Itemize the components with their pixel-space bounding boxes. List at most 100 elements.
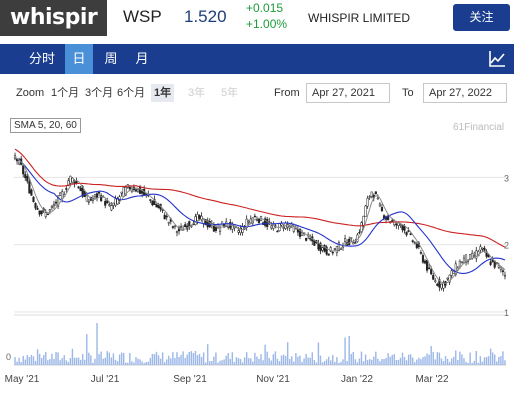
zoom-1m-button[interactable]: 1个月 bbox=[51, 87, 80, 99]
volume-bar bbox=[133, 362, 135, 365]
volume-bar bbox=[303, 358, 305, 365]
x-tick-label: Mar '22 bbox=[415, 374, 448, 385]
candle-body bbox=[337, 242, 340, 251]
tab-monthly[interactable]: 月 bbox=[135, 51, 149, 66]
volume-bar bbox=[20, 362, 22, 365]
candle-body bbox=[46, 213, 49, 216]
volume-bar bbox=[104, 357, 106, 365]
candle-body bbox=[317, 243, 320, 250]
candle-body bbox=[155, 204, 158, 208]
candle-body bbox=[446, 277, 449, 280]
candlestick-chart[interactable]: 1 2 3 0 May '21 Jul '21 Sep '21 Nov '21 Jan '22 M… bbox=[0, 112, 514, 402]
candle-body bbox=[36, 208, 39, 210]
tab-weekly[interactable]: 周 bbox=[104, 51, 118, 66]
candle-body bbox=[57, 195, 60, 207]
volume-bar bbox=[256, 356, 258, 365]
volume-bar bbox=[391, 354, 393, 365]
zoom-6m-button[interactable]: 6个月 bbox=[117, 87, 146, 99]
zoom-toolbar: Zoom 1个月 3个月 6个月 1年 3年 5年 From Apr 27, 2… bbox=[0, 82, 514, 104]
volume-bar bbox=[444, 356, 447, 365]
tab-intraday[interactable]: 分时 bbox=[28, 51, 55, 66]
candle-body bbox=[405, 231, 408, 236]
volume-bar bbox=[409, 354, 412, 365]
volume-bar bbox=[24, 359, 26, 365]
volume-bar bbox=[442, 360, 445, 365]
candle-body bbox=[48, 209, 51, 212]
volume-bar bbox=[229, 358, 231, 365]
zoom-1y-button[interactable]: 1年 bbox=[151, 84, 175, 102]
candle-body bbox=[122, 187, 125, 197]
candle-body bbox=[188, 221, 191, 227]
volume-bar bbox=[204, 362, 207, 365]
from-date-input[interactable]: Apr 27, 2021 bbox=[306, 83, 390, 103]
follow-button[interactable]: 关注 bbox=[453, 4, 510, 31]
volume-bar bbox=[248, 358, 250, 365]
candle-body bbox=[194, 216, 197, 225]
volume-bar bbox=[252, 361, 254, 365]
volume-bar bbox=[110, 357, 113, 365]
sma20-line bbox=[14, 156, 506, 274]
volume-bar bbox=[350, 353, 352, 365]
volume-bar bbox=[422, 357, 424, 365]
volume-bar bbox=[395, 359, 398, 365]
volume-bar bbox=[479, 356, 482, 365]
candle-body bbox=[118, 196, 121, 201]
volume-bar bbox=[368, 359, 371, 365]
volume-bar bbox=[453, 356, 455, 365]
to-date-input[interactable]: Apr 27, 2022 bbox=[423, 83, 507, 103]
volume-bar bbox=[239, 359, 242, 365]
volume-bar bbox=[446, 358, 449, 365]
candle-body bbox=[59, 192, 62, 196]
volume-bar bbox=[221, 360, 223, 365]
volume-bar bbox=[272, 354, 275, 365]
volume-bar bbox=[79, 359, 82, 365]
volume-bar bbox=[137, 358, 139, 365]
candle-body bbox=[452, 271, 455, 275]
volume-bar bbox=[163, 362, 166, 365]
tab-daily[interactable]: 日 bbox=[65, 44, 93, 74]
candle-body bbox=[501, 270, 504, 272]
candle-body bbox=[255, 219, 258, 221]
zoom-5y-button[interactable]: 5年 bbox=[221, 87, 239, 99]
volume-bar bbox=[330, 360, 332, 365]
candle-body bbox=[237, 230, 240, 233]
volume-bar bbox=[311, 352, 313, 365]
candle-body bbox=[50, 205, 53, 209]
y-tick-label: 3 bbox=[504, 173, 509, 183]
candle-body bbox=[325, 246, 328, 255]
candle-body bbox=[38, 210, 41, 215]
price-chart-area[interactable]: 1 2 3 0 May '21 Jul '21 Sep '21 Nov '21 Jan '22 M… bbox=[0, 112, 514, 402]
volume-bar bbox=[436, 352, 439, 365]
volume-bar bbox=[354, 359, 357, 365]
candle-body bbox=[438, 279, 441, 288]
volume-bar bbox=[358, 358, 361, 365]
candle-body bbox=[323, 244, 326, 252]
to-label: To bbox=[402, 87, 414, 99]
volume-bar bbox=[344, 337, 346, 365]
candle-body bbox=[460, 261, 463, 264]
volume-bar bbox=[190, 351, 193, 365]
candle-body bbox=[481, 247, 484, 250]
candle-body bbox=[151, 200, 154, 206]
volume-bar bbox=[465, 361, 467, 365]
chart-credit: 61Financial bbox=[453, 122, 505, 133]
zoom-3y-button[interactable]: 3年 bbox=[188, 87, 206, 99]
zoom-3m-button[interactable]: 3个月 bbox=[85, 87, 114, 99]
volume-bar bbox=[180, 354, 182, 365]
x-tick-label: Nov '21 bbox=[256, 374, 290, 385]
volume-bar bbox=[301, 361, 303, 365]
ticker-symbol: WSP bbox=[123, 7, 162, 26]
volume-bar bbox=[371, 359, 373, 365]
line-chart-icon[interactable] bbox=[483, 45, 511, 73]
volume-bar bbox=[51, 353, 53, 365]
candle-body bbox=[464, 254, 468, 263]
candle-body bbox=[161, 209, 164, 211]
candle-body bbox=[475, 250, 478, 259]
candle-body bbox=[26, 176, 29, 182]
candle-body bbox=[149, 199, 152, 201]
candle-body bbox=[292, 226, 295, 232]
candle-body bbox=[270, 225, 273, 229]
volume-bar bbox=[260, 354, 262, 365]
volume-bar bbox=[166, 359, 168, 365]
candle-body bbox=[30, 189, 33, 196]
